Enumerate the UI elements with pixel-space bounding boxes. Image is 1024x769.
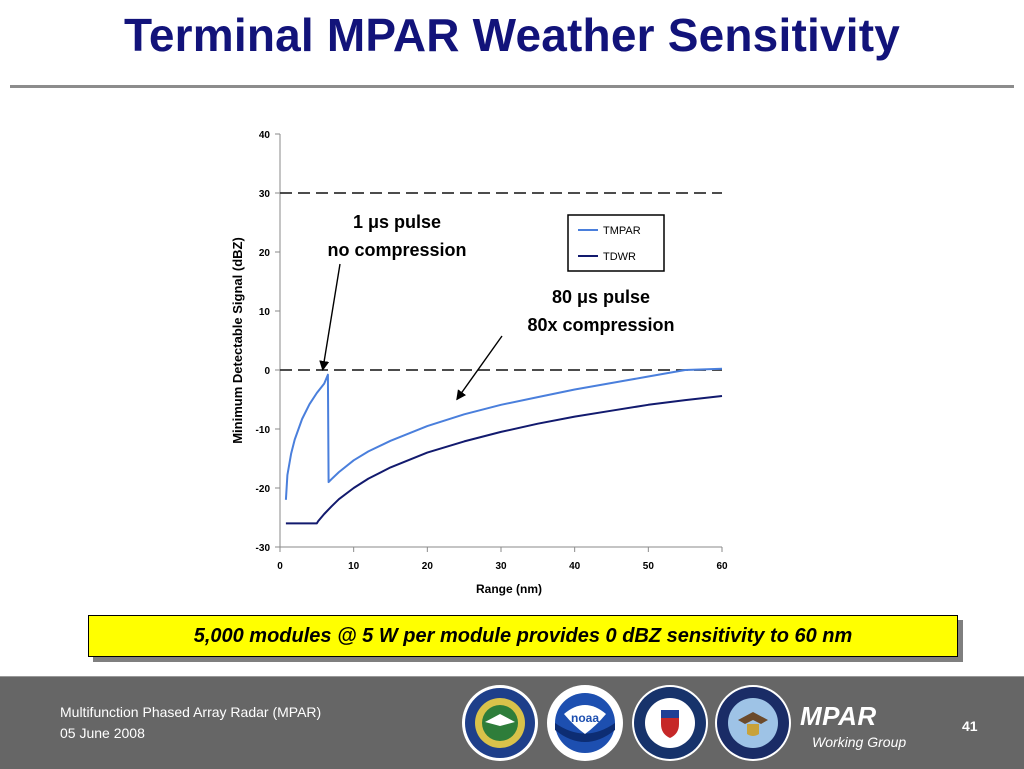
annotation-line2: 80x compression: [527, 315, 674, 335]
annotation-arrow: [456, 335, 503, 401]
x-tick-label: 50: [643, 561, 655, 572]
y-axis-title: Minimum Detectable Signal (dBZ): [230, 237, 245, 444]
chart-series: [284, 367, 723, 525]
y-tick-label: 30: [259, 189, 271, 200]
y-tick-label: -30: [256, 543, 271, 554]
annotation-line2: no compression: [327, 240, 466, 260]
legend-entry: TDWR: [603, 251, 636, 263]
x-tick-label: 40: [569, 561, 581, 572]
faa-seal-icon: [461, 684, 539, 762]
series-line-tdwr: [285, 395, 723, 525]
footer-bar: Multifunction Phased Array Radar (MPAR) …: [0, 676, 1024, 769]
dhs-seal-icon: [631, 684, 709, 762]
page-number: 41: [962, 718, 978, 734]
x-tick-label: 20: [422, 561, 434, 572]
x-tick-label: 30: [495, 561, 507, 572]
x-tick-label: 10: [348, 561, 360, 572]
footer-date: 05 June 2008: [60, 725, 145, 741]
y-tick-label: 40: [259, 130, 271, 141]
x-axis-title: Range (nm): [476, 582, 542, 596]
x-tick-label: 0: [277, 561, 283, 572]
chart-axes: -30 -20 -10 0 10 20 30 40 0 10 20 30 40 50 60 Range (nm…: [230, 130, 728, 596]
dod-seal-icon: [714, 684, 792, 762]
mpar-subtitle: Working Group: [812, 734, 907, 750]
svg-text:noaa: noaa: [571, 711, 599, 725]
noaa-seal-icon: noaa: [546, 684, 624, 762]
legend-entry: TMPAR: [603, 225, 641, 237]
sensitivity-callout: 5,000 modules @ 5 W per module provides …: [88, 615, 958, 657]
y-tick-label: -20: [256, 484, 271, 495]
title-divider: [10, 85, 1014, 88]
mpar-logo: MPAR: [800, 701, 877, 731]
annotation-line1: 80 μs pulse: [552, 287, 650, 307]
slide-title: Terminal MPAR Weather Sensitivity: [123, 9, 901, 61]
series-line-tmpar: [284, 367, 723, 500]
x-tick-label: 60: [716, 561, 728, 572]
y-tick-label: 10: [259, 307, 271, 318]
annotation-arrow: [319, 263, 341, 371]
chart-annotations: 1 μs pulse no compression 80 μs pulse 80x c…: [319, 212, 675, 401]
chart-legend: TMPAR TDWR: [567, 214, 665, 272]
annotation-line1: 1 μs pulse: [353, 212, 441, 232]
reference-lines: [280, 192, 722, 371]
sensitivity-chart: -30 -20 -10 0 10 20 30 40 0 10 20 30 40 50 60 Range (nm…: [230, 130, 728, 596]
y-tick-label: 0: [264, 366, 270, 377]
footer-title: Multifunction Phased Array Radar (MPAR): [60, 704, 322, 720]
y-tick-label: -10: [256, 425, 271, 436]
legend-box: [567, 214, 665, 272]
y-tick-label: 20: [259, 248, 271, 259]
